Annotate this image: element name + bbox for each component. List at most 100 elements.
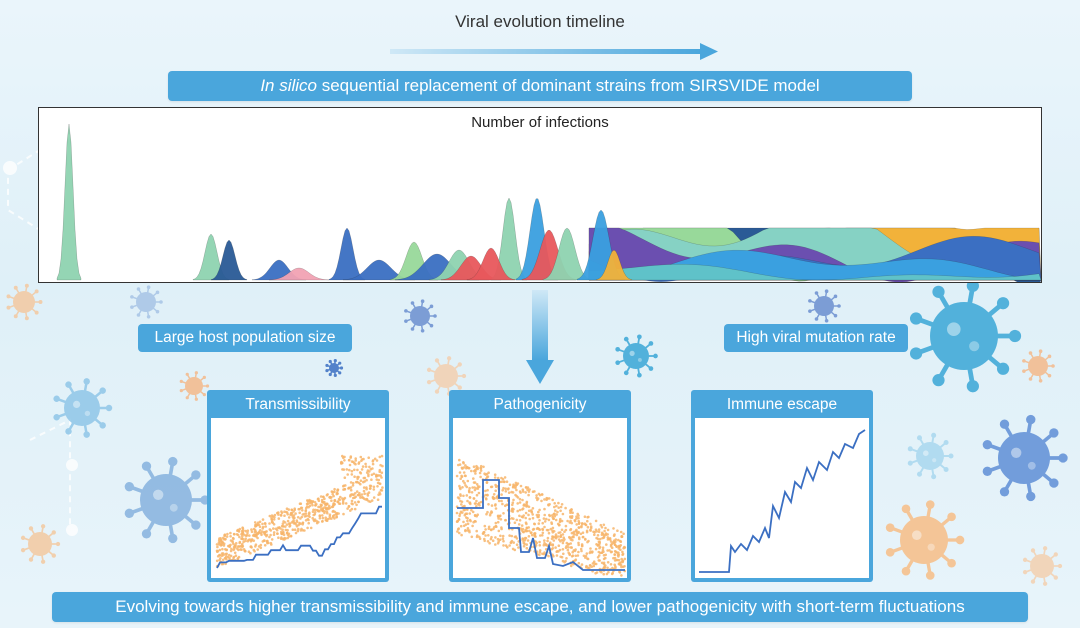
scatter-point: [466, 527, 470, 530]
scatter-point: [598, 537, 602, 541]
scatter-point: [380, 489, 384, 492]
scatter-point: [301, 521, 305, 525]
scatter-point: [580, 543, 584, 546]
scatter-point: [331, 510, 335, 513]
scatter-point: [559, 531, 562, 534]
scatter-point: [594, 547, 598, 551]
scatter-point: [523, 536, 527, 540]
scatter-point: [501, 489, 504, 492]
scatter-point: [331, 514, 335, 518]
scatter-point: [234, 544, 237, 547]
scatter-point: [527, 493, 530, 497]
scatter-point: [499, 518, 503, 521]
scatter-point: [299, 529, 303, 532]
scatter-point: [559, 535, 562, 538]
scatter-point: [367, 491, 371, 494]
scatter-point: [355, 490, 359, 493]
scatter-point: [583, 522, 587, 525]
scatter-point: [541, 521, 544, 525]
scatter-point: [325, 502, 328, 506]
scatter-point: [330, 499, 333, 502]
scatter-point: [592, 530, 595, 534]
scatter-point: [582, 554, 586, 558]
scatter-point: [547, 518, 551, 522]
scatter-point: [490, 504, 494, 507]
scatter-point: [354, 459, 357, 462]
scatter-point: [356, 477, 359, 481]
scatter-point: [610, 572, 614, 576]
scatter-point: [333, 510, 337, 514]
scatter-point: [372, 485, 376, 489]
scatter-point: [289, 535, 293, 538]
scatter-point: [551, 498, 554, 502]
scatter-point: [378, 455, 382, 459]
scatter-point: [617, 555, 620, 558]
scatter-point: [269, 541, 273, 545]
scatter-point: [268, 535, 271, 539]
scatter-point: [351, 493, 355, 496]
scatter-point: [485, 481, 489, 484]
scatter-point: [255, 523, 258, 526]
scatter-point: [477, 491, 481, 495]
scatter-point: [554, 533, 558, 536]
scatter-point: [359, 471, 363, 475]
scatter-point: [597, 530, 601, 534]
scatter-point: [220, 562, 224, 566]
scatter-point: [286, 513, 289, 516]
scatter-point: [250, 530, 254, 533]
scatter-point: [577, 541, 580, 545]
scatter-point: [613, 556, 617, 560]
scatter-point: [609, 540, 613, 543]
scatter-point: [511, 503, 514, 507]
scatter-point: [295, 520, 299, 524]
scatter-point: [283, 521, 287, 524]
scatter-point: [560, 555, 564, 559]
scatter-point: [525, 546, 529, 550]
scatter-point: [330, 505, 334, 509]
scatter-point: [501, 534, 505, 538]
scatter-point: [505, 480, 509, 483]
scatter-point: [229, 539, 233, 542]
scatter-point: [475, 499, 478, 503]
virus-icon: [808, 289, 841, 323]
scatter-point: [307, 521, 310, 525]
scatter-point: [577, 536, 581, 539]
scatter-point: [363, 476, 367, 480]
timeline-title: Viral evolution timeline: [455, 12, 625, 31]
scatter-point: [577, 530, 580, 534]
scatter-point: [294, 531, 298, 535]
scatter-point: [323, 497, 326, 500]
scatter-point: [472, 520, 475, 524]
scatter-point: [515, 537, 519, 540]
scatter-point: [536, 497, 540, 500]
scatter-point: [528, 529, 531, 533]
scatter-point: [343, 496, 347, 500]
scatter-point: [614, 566, 617, 570]
scatter-point: [240, 532, 243, 536]
scatter-point: [614, 540, 617, 543]
scatter-point: [593, 533, 596, 536]
scatter-point: [342, 512, 345, 516]
scatter-point: [366, 494, 370, 497]
scatter-point: [510, 534, 514, 538]
scatter-point: [381, 486, 384, 489]
scatter-point: [353, 475, 356, 478]
scatter-point: [564, 559, 567, 563]
scatter-point: [564, 546, 568, 549]
scatter-point: [619, 539, 622, 543]
scatter-point: [482, 465, 485, 469]
scatter-point: [577, 522, 581, 525]
scatter-point: [552, 512, 556, 516]
scatter-point: [457, 463, 460, 467]
scatter-point: [296, 529, 300, 533]
scatter-point: [623, 546, 627, 549]
scatter-point: [278, 526, 281, 529]
scatter-point: [276, 532, 279, 535]
scatter-point: [245, 533, 249, 537]
scatter-point: [524, 516, 527, 520]
scatter-point: [521, 527, 525, 531]
scatter-point: [619, 563, 623, 567]
scatter-point: [503, 480, 506, 483]
scatter-point: [281, 525, 284, 528]
scatter-point: [538, 540, 541, 544]
